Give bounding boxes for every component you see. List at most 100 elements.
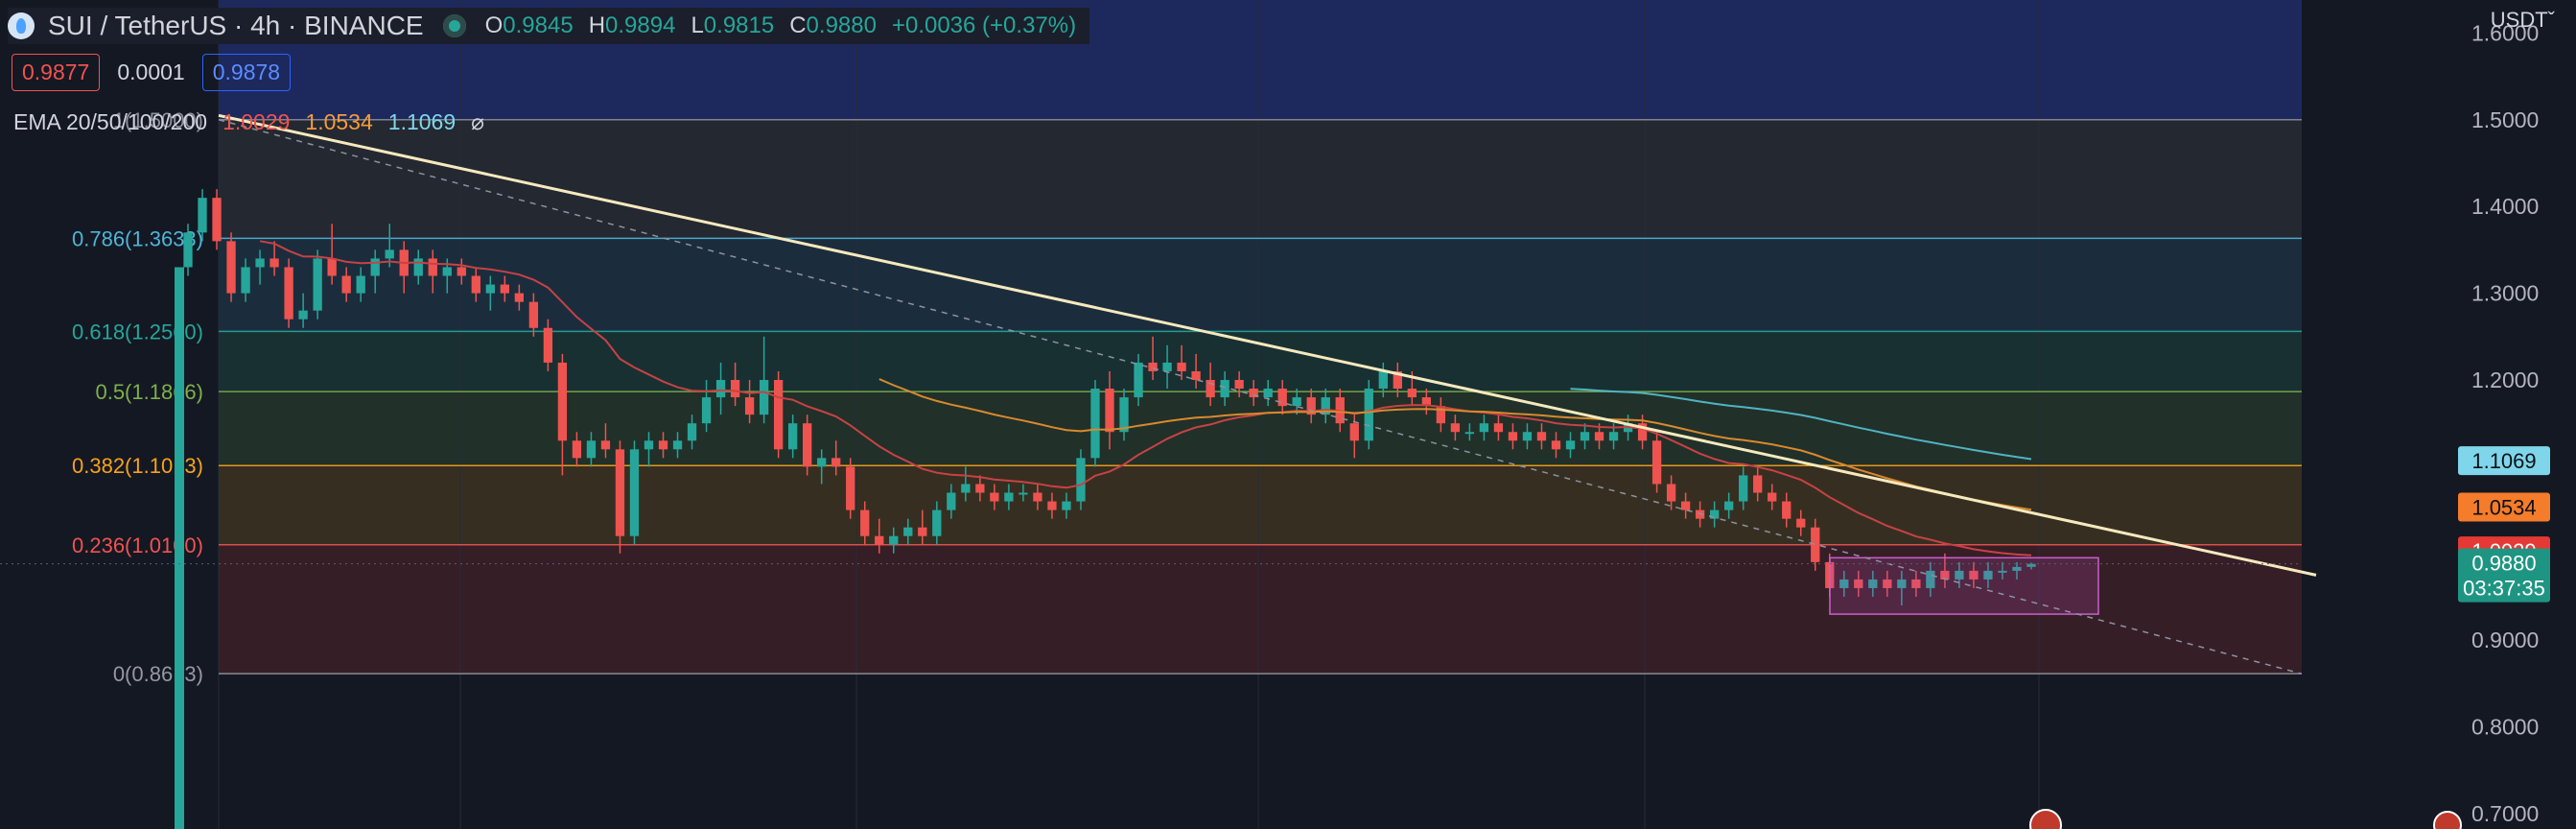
y-tick-label-8: 1.5000 xyxy=(2471,107,2539,132)
candle-body-69 xyxy=(1177,362,1186,371)
eye-off-icon[interactable]: ⌀ xyxy=(471,109,484,134)
candle-body-31 xyxy=(629,449,640,536)
close-label: C xyxy=(789,12,807,38)
fib-zone-0382-0236 xyxy=(219,465,2302,545)
change-value: +0.0036 (+0.37%) xyxy=(891,12,1077,38)
candle-body-45 xyxy=(831,458,841,467)
price-tag-label-0: 1.1069 xyxy=(2471,449,2536,473)
candle-body-59 xyxy=(1033,492,1042,502)
candle-body-74 xyxy=(1249,389,1258,398)
candle-body-12 xyxy=(356,275,365,294)
candle-body-121 xyxy=(1926,570,1935,588)
ema100-line xyxy=(1570,388,2032,461)
symbol-header: SUI / TetherUS · 4h · BINANCE O0.9845 H0… xyxy=(8,8,1090,44)
ema-label: EMA 20/50/100/200 xyxy=(13,109,208,134)
candle-body-17 xyxy=(428,258,437,276)
candle-body-75 xyxy=(1263,389,1273,398)
candle-body-48 xyxy=(875,535,884,545)
candle-body-88 xyxy=(1450,423,1461,433)
left-volume-bar xyxy=(175,267,184,829)
fib-zone-0618-05 xyxy=(219,331,2302,392)
candle-body-124 xyxy=(1969,570,1979,580)
candle-body-86 xyxy=(1421,397,1431,407)
close-value: 0.9880 xyxy=(806,12,877,38)
candle-body-41 xyxy=(773,380,784,450)
candle-body-11 xyxy=(341,275,351,294)
candle-body-106 xyxy=(1710,509,1720,519)
candle-body-79 xyxy=(1321,397,1330,415)
candle-body-128 xyxy=(2026,563,2036,567)
currency-selector[interactable]: USDTˇ xyxy=(2491,8,2555,33)
candle-body-119 xyxy=(1897,579,1907,588)
candle-body-42 xyxy=(788,423,798,450)
candle-body-47 xyxy=(860,509,870,536)
fib-label-6: 0(0.8613) xyxy=(113,662,203,686)
candle-body-38 xyxy=(730,380,740,398)
high-value: 0.9894 xyxy=(605,12,676,38)
candle-body-18 xyxy=(442,267,452,276)
candle-body-118 xyxy=(1883,579,1892,588)
candle-body-22 xyxy=(500,284,509,294)
y-tick-label-2: 0.9000 xyxy=(2471,628,2539,652)
candle-body-94 xyxy=(1536,432,1547,441)
candle-body-116 xyxy=(1854,579,1863,588)
candle-body-57 xyxy=(1004,492,1014,502)
candle-body-1 xyxy=(198,198,207,233)
candle-body-54 xyxy=(961,484,971,493)
candle-body-126 xyxy=(1998,570,2007,573)
fib-zone-1-0786 xyxy=(219,119,2302,239)
ema100-value: 1.1069 xyxy=(387,109,457,134)
low-value: 0.9815 xyxy=(703,12,775,38)
candle-body-34 xyxy=(672,440,683,450)
candle-body-109 xyxy=(1753,475,1763,493)
candle-body-81 xyxy=(1349,423,1359,441)
candle-body-3 xyxy=(226,241,236,294)
high-label: H xyxy=(588,12,606,38)
candle-body-32 xyxy=(644,440,654,450)
candle-body-52 xyxy=(932,509,942,536)
buy-button[interactable]: 0.9878 xyxy=(201,54,292,91)
price-tag-0 xyxy=(2458,446,2550,476)
candle-body-26 xyxy=(557,362,568,441)
y-tick-label-6: 1.3000 xyxy=(2471,281,2539,306)
candle-body-108 xyxy=(1739,475,1748,502)
candle-body-83 xyxy=(1378,370,1388,390)
candle-body-127 xyxy=(2012,566,2022,571)
candle-body-51 xyxy=(918,527,927,536)
candle-body-27 xyxy=(572,440,582,459)
candle-body-112 xyxy=(1796,518,1806,528)
candle-body-111 xyxy=(1782,501,1791,519)
candle-body-20 xyxy=(471,275,480,294)
price-tag-label-3: 0.9880 xyxy=(2471,552,2536,576)
candle-body-68 xyxy=(1162,362,1172,371)
ema-legend[interactable]: EMA 20/50/100/200 1.0029 1.0534 1.1069 ⌀ xyxy=(13,109,484,135)
candle-body-49 xyxy=(889,535,899,545)
sell-button[interactable]: 0.9877 xyxy=(12,54,101,91)
candle-body-78 xyxy=(1306,397,1316,415)
candle-body-98 xyxy=(1594,432,1604,441)
open-value: 0.9845 xyxy=(503,12,574,38)
candle-body-84 xyxy=(1393,370,1402,390)
symbol-title[interactable]: SUI / TetherUS · 4h · BINANCE xyxy=(48,11,424,40)
candle-body-33 xyxy=(658,440,668,450)
candle-body-2 xyxy=(212,198,222,242)
candle-body-19 xyxy=(457,267,466,276)
candle-body-110 xyxy=(1768,492,1777,502)
candle-body-89 xyxy=(1464,432,1475,435)
candle-body-53 xyxy=(947,492,956,510)
candle-body-95 xyxy=(1551,440,1561,450)
bid-ask: 0.9877 0.0001 0.9878 xyxy=(12,54,292,91)
candle-body-36 xyxy=(701,397,712,424)
candle-body-29 xyxy=(600,440,611,450)
candle-body-13 xyxy=(370,258,380,276)
candle-body-125 xyxy=(1983,570,1993,580)
candle-body-4 xyxy=(241,267,250,294)
candle-body-85 xyxy=(1407,389,1417,398)
candle-body-82 xyxy=(1364,389,1373,441)
market-status-icon[interactable] xyxy=(442,14,466,37)
candle-body-6 xyxy=(269,258,279,268)
candle-body-10 xyxy=(327,258,337,276)
y-tick-label-1: 0.8000 xyxy=(2471,715,2539,740)
candle-body-91 xyxy=(1493,423,1504,433)
